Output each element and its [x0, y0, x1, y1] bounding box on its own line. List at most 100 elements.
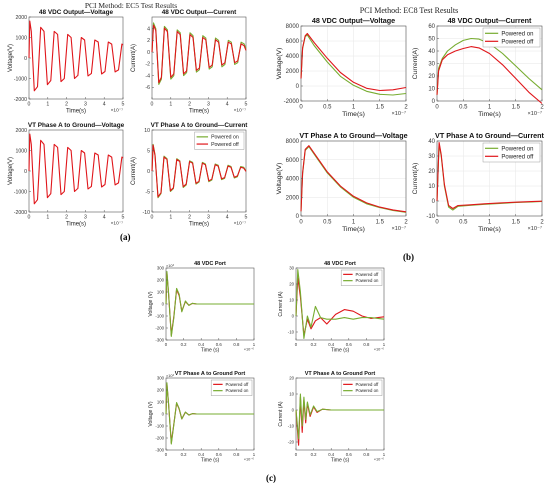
- y-tick-label: 1000: [15, 35, 27, 41]
- y-tick-label: 200: [157, 278, 165, 283]
- y-tick-label: 40: [428, 49, 435, 55]
- y-tick-label: -5: [145, 189, 150, 195]
- y-tick-label: -4: [145, 73, 150, 79]
- x-tick-label: 1: [352, 220, 356, 226]
- chart-title: 48 VDC Output—Current: [162, 9, 237, 16]
- legend-label: Powered on: [501, 146, 533, 152]
- x-tick-label: 1.5: [376, 220, 385, 226]
- y-tick-label: -10: [143, 210, 151, 216]
- x-exponent-label: ×10⁻⁷: [392, 225, 406, 232]
- x-tick-label: 0.4: [198, 452, 205, 457]
- x-tick-label: 0.5: [323, 220, 332, 226]
- y-axis-label: Voltage(V): [276, 163, 283, 195]
- y-tick-label: 2000: [286, 195, 300, 201]
- y-tick-label: 20: [289, 282, 294, 287]
- y-tick-label: 0: [24, 56, 27, 62]
- chart-a1: 0 1 2 3 4 5 -2000 -1000 0 1000 2000 48 VDC Output—V…: [8, 9, 125, 114]
- chart-title: 48 VDC Port: [324, 261, 356, 267]
- y-tick-label: 0: [292, 314, 295, 319]
- chart-title: 48 VDC Port: [194, 261, 226, 267]
- y-tick-label: -100: [155, 424, 164, 429]
- y-tick-label: 10: [289, 392, 294, 397]
- x-exponent-label: ×10⁻⁶: [374, 347, 385, 352]
- y-tick-label: 4: [147, 27, 150, 33]
- x-tick-label: 0.2: [311, 452, 318, 457]
- x-tick-label: 1.5: [376, 105, 385, 111]
- x-tick-label: 0: [435, 105, 439, 111]
- x-tick-label: 1: [352, 105, 356, 111]
- y-tick-label: -1000: [14, 76, 27, 82]
- y-tick-label: -2000: [14, 210, 27, 216]
- panel-label-c: (c): [266, 473, 276, 483]
- y-tick-label: -2: [145, 62, 150, 68]
- x-tick-label: 5: [122, 215, 125, 221]
- y-tick-label: 2000: [15, 128, 27, 134]
- x-tick-label: 0.5: [459, 220, 468, 226]
- x-tick-label: 2: [65, 102, 68, 108]
- series-line-powered-on: [151, 143, 247, 199]
- x-tick-label: 0.2: [181, 452, 188, 457]
- x-tick-label: 1: [488, 105, 492, 111]
- x-tick-label: 0: [295, 452, 298, 457]
- y-tick-label: -6: [145, 85, 150, 91]
- y-tick-label: -20: [288, 440, 295, 445]
- y-tick-label: 30: [428, 154, 435, 160]
- x-tick-label: 0.5: [323, 105, 332, 111]
- series-line-powered-on: [295, 269, 385, 339]
- x-axis-label: Time (s): [201, 458, 220, 464]
- x-tick-label: 0: [151, 215, 154, 221]
- legend-label: Powered on: [355, 278, 379, 283]
- x-tick-label: 2: [188, 215, 191, 221]
- x-tick-label: 3: [207, 215, 210, 221]
- x-tick-label: 0: [28, 215, 31, 221]
- x-tick-label: 0: [28, 102, 31, 108]
- y-tick-label: 4000: [286, 177, 300, 183]
- y-axis-label: Current(A): [131, 157, 137, 185]
- x-tick-label: 0: [165, 452, 168, 457]
- x-tick-label: 2: [404, 105, 408, 111]
- x-axis-label: Time (s): [201, 348, 220, 354]
- x-tick-label: 0.4: [328, 452, 335, 457]
- y-tick-label: 100: [157, 290, 165, 295]
- x-axis-label: Time(s): [66, 221, 86, 227]
- chart-title: 48 VDC Output—Current: [448, 16, 532, 25]
- chart-c4: 0 0.2 0.4 0.6 0.8 1 -20 -10 0 10 20 VT Phase A to G…: [278, 371, 386, 464]
- x-tick-label: 1: [46, 215, 49, 221]
- x-tick-label: 0.5: [459, 105, 468, 111]
- y-tick-label: -1000: [14, 189, 27, 195]
- chart-title: VT Phase A to Ground—Voltage: [299, 131, 407, 140]
- y-tick-label: -100: [155, 314, 164, 319]
- x-tick-label: 1: [169, 102, 172, 108]
- y-axis-label: Current(A): [131, 44, 137, 72]
- x-axis-label: Time(s): [342, 111, 365, 118]
- chart-title: 48 VDC Output—Voltage: [39, 9, 114, 16]
- series-line-powered-on: [436, 37, 543, 95]
- series-line-0: [151, 22, 247, 85]
- y-axis-label: Voltage(V): [8, 157, 14, 185]
- x-tick-label: 0: [299, 220, 303, 226]
- y-axis-label: Voltage (V): [148, 291, 154, 317]
- y-tick-label: 60: [428, 24, 435, 30]
- legend-label: Powered on: [501, 31, 533, 37]
- y-exponent-label: ×10³: [166, 263, 175, 268]
- x-tick-label: 1: [383, 452, 386, 457]
- x-exponent-label: ×10⁻⁶: [244, 457, 255, 462]
- series-line-powered-on: [295, 393, 384, 440]
- y-axis-label: Voltage (V): [148, 401, 154, 427]
- chart-c1: 0 0.2 0.4 0.6 0.8 1 -300 -200 -100 0 100 200 300 48 V…: [148, 261, 256, 354]
- x-tick-label: 4: [226, 102, 229, 108]
- x-tick-label: 0.6: [346, 452, 353, 457]
- x-tick-label: 1.5: [512, 220, 521, 226]
- chart-title: VT Phase A to Ground Port: [305, 371, 376, 377]
- legend-label: Powered off: [501, 154, 533, 160]
- y-tick-label: 0: [296, 214, 300, 220]
- y-tick-label: 2000: [15, 15, 27, 21]
- y-axis-label: Current(A): [412, 48, 419, 80]
- x-tick-label: 0.2: [311, 342, 318, 347]
- x-tick-label: 5: [122, 102, 125, 108]
- legend-label: Powered off: [501, 39, 533, 45]
- x-tick-label: 1: [253, 342, 256, 347]
- plot-frame: [28, 129, 124, 213]
- x-tick-label: 0: [295, 342, 298, 347]
